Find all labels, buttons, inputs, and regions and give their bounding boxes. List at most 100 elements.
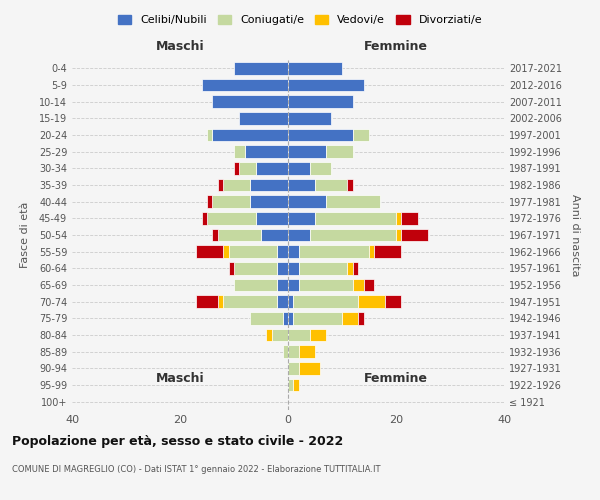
Bar <box>342 312 358 324</box>
Bar <box>250 179 288 192</box>
Bar <box>218 229 261 241</box>
Bar <box>288 346 299 358</box>
Bar <box>218 179 223 192</box>
Bar <box>299 262 347 274</box>
Bar <box>353 129 369 141</box>
Text: Femmine: Femmine <box>364 40 428 53</box>
Bar <box>293 312 342 324</box>
Bar <box>196 246 223 258</box>
Bar <box>288 279 299 291</box>
Bar <box>358 312 364 324</box>
Bar <box>212 96 288 108</box>
Bar <box>396 212 401 224</box>
Bar <box>234 279 277 291</box>
Bar <box>277 296 288 308</box>
Bar <box>347 179 353 192</box>
Bar <box>239 112 288 124</box>
Bar <box>218 296 223 308</box>
Bar <box>401 212 418 224</box>
Bar <box>315 212 396 224</box>
Bar <box>250 196 288 208</box>
Bar <box>239 162 256 174</box>
Bar <box>288 196 326 208</box>
Bar <box>353 262 358 274</box>
Bar <box>385 296 401 308</box>
Bar <box>223 179 250 192</box>
Bar <box>277 279 288 291</box>
Bar <box>288 112 331 124</box>
Bar <box>288 329 310 341</box>
Bar <box>288 362 299 374</box>
Bar <box>358 296 385 308</box>
Bar <box>310 329 326 341</box>
Bar <box>250 312 283 324</box>
Bar <box>396 229 401 241</box>
Bar <box>212 129 288 141</box>
Bar <box>288 179 315 192</box>
Bar <box>347 262 353 274</box>
Bar <box>293 379 299 391</box>
Bar <box>288 79 364 92</box>
Bar <box>229 262 234 274</box>
Bar <box>299 346 315 358</box>
Bar <box>299 246 369 258</box>
Bar <box>245 146 288 158</box>
Bar <box>272 329 288 341</box>
Bar <box>288 146 326 158</box>
Bar <box>223 246 229 258</box>
Bar <box>288 312 293 324</box>
Bar <box>234 262 277 274</box>
Bar <box>212 196 250 208</box>
Bar <box>277 246 288 258</box>
Bar <box>256 162 288 174</box>
Text: Maschi: Maschi <box>155 40 205 53</box>
Bar <box>288 379 293 391</box>
Bar <box>299 362 320 374</box>
Bar <box>288 162 310 174</box>
Bar <box>310 162 331 174</box>
Bar <box>288 62 342 74</box>
Bar <box>299 279 353 291</box>
Bar <box>288 296 293 308</box>
Bar <box>234 146 245 158</box>
Text: Popolazione per età, sesso e stato civile - 2022: Popolazione per età, sesso e stato civil… <box>12 435 343 448</box>
Text: COMUNE DI MAGREGLIO (CO) - Dati ISTAT 1° gennaio 2022 - Elaborazione TUTTITALIA.: COMUNE DI MAGREGLIO (CO) - Dati ISTAT 1°… <box>12 465 380 474</box>
Y-axis label: Fasce di età: Fasce di età <box>20 202 31 268</box>
Bar <box>293 296 358 308</box>
Bar <box>234 162 239 174</box>
Bar <box>283 312 288 324</box>
Bar <box>223 296 277 308</box>
Bar <box>212 229 218 241</box>
Bar <box>401 229 428 241</box>
Bar <box>207 212 256 224</box>
Bar <box>288 262 299 274</box>
Legend: Celibi/Nubili, Coniugati/e, Vedovi/e, Divorziati/e: Celibi/Nubili, Coniugati/e, Vedovi/e, Di… <box>113 10 487 30</box>
Bar <box>353 279 364 291</box>
Bar <box>288 212 315 224</box>
Bar <box>234 62 288 74</box>
Bar <box>364 279 374 291</box>
Bar <box>288 229 310 241</box>
Bar <box>326 146 353 158</box>
Bar <box>310 229 396 241</box>
Bar <box>229 246 277 258</box>
Y-axis label: Anni di nascita: Anni di nascita <box>570 194 580 276</box>
Text: Maschi: Maschi <box>155 372 205 384</box>
Bar <box>374 246 401 258</box>
Bar <box>261 229 288 241</box>
Bar <box>315 179 347 192</box>
Bar <box>266 329 272 341</box>
Bar <box>202 79 288 92</box>
Bar <box>277 262 288 274</box>
Bar <box>207 196 212 208</box>
Bar <box>288 246 299 258</box>
Bar <box>326 196 380 208</box>
Bar <box>288 129 353 141</box>
Bar <box>207 129 212 141</box>
Bar <box>369 246 374 258</box>
Bar <box>288 96 353 108</box>
Bar <box>256 212 288 224</box>
Bar <box>283 346 288 358</box>
Text: Femmine: Femmine <box>364 372 428 384</box>
Bar <box>196 296 218 308</box>
